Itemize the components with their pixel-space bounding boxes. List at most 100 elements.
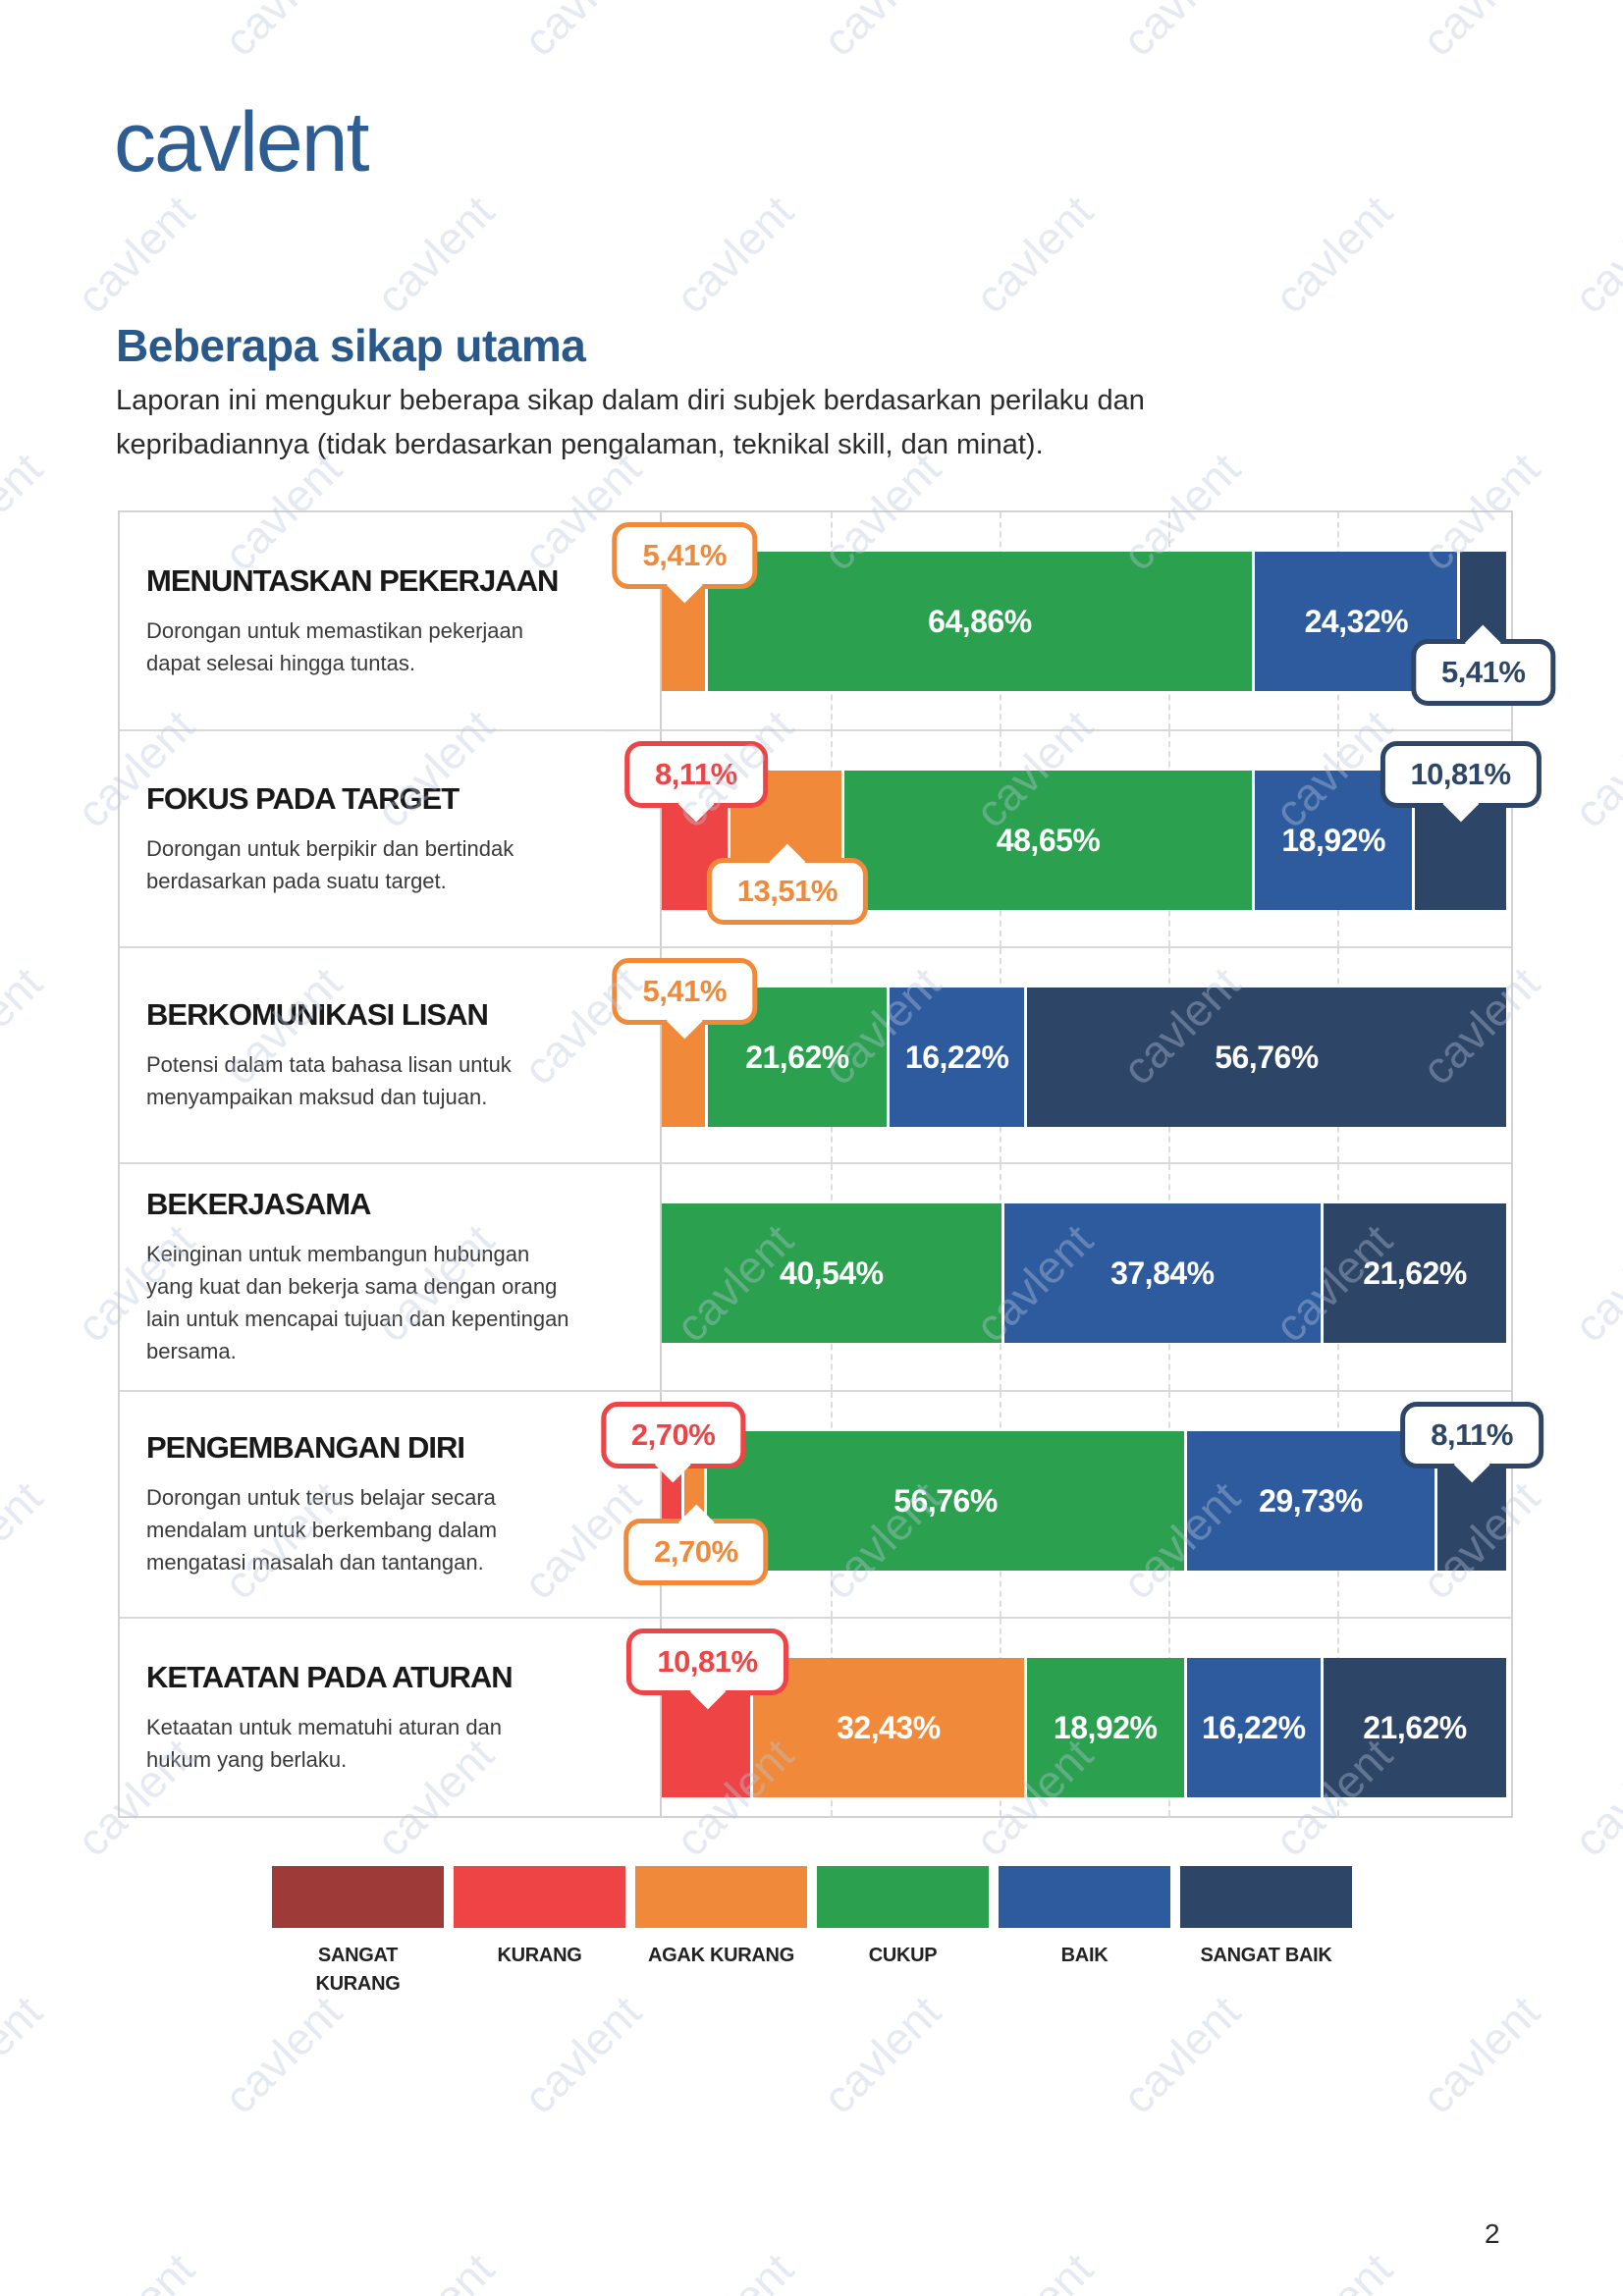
- stacked-bar: 32,43% 18,92% 16,22% 21,62%: [662, 1658, 1506, 1797]
- row-plot: 48,65% 18,92% 8,11% 13,51% 10,81%: [624, 731, 1542, 946]
- bar-segment: 21,62%: [1324, 1658, 1506, 1797]
- watermark-text: cavlent: [1563, 1729, 1623, 1866]
- legend-item: KURANG: [454, 1866, 625, 1999]
- legend-item: SANGAT BAIK: [1180, 1866, 1352, 1999]
- row-plot: 40,54% 37,84% 21,62%: [660, 1164, 1506, 1390]
- page-title: Beberapa sikap utama: [116, 319, 586, 371]
- watermark-text: cavlent: [1563, 700, 1623, 837]
- bar-segment: 64,86%: [707, 552, 1256, 691]
- value-callout: 5,41%: [612, 522, 757, 604]
- row-description: Dorongan untuk berpikir dan bertindak be…: [146, 835, 514, 893]
- watermark-text: cavlent: [0, 1986, 52, 2123]
- value-callout: 5,41%: [612, 958, 757, 1040]
- row-description: Potensi dalam tata bahasa lisan untuk me…: [146, 1052, 512, 1109]
- bar-segment: 16,22%: [890, 988, 1027, 1127]
- callout-value: 8,11%: [655, 757, 737, 791]
- row-description: Keinginan untuk membangun hubungan yang …: [146, 1242, 569, 1363]
- value-callout: 10,81%: [1380, 741, 1542, 823]
- watermark-text: cavlent: [964, 186, 1103, 323]
- bar-segment: 29,73%: [1186, 1431, 1438, 1571]
- row-label: BERKOMUNIKASI LISAN Potensi dalam tata ba…: [120, 948, 616, 1162]
- callout-value: 5,41%: [642, 538, 728, 572]
- legend-item: CUKUP: [817, 1866, 989, 1999]
- stacked-bar: 64,86% 24,32%: [662, 552, 1506, 691]
- stacked-bar: 56,76% 29,73%: [662, 1431, 1506, 1571]
- bar-segment: 56,76%: [707, 1431, 1187, 1571]
- legend-label: KURANG: [497, 1945, 582, 1966]
- row-label: FOKUS PADA TARGET Dorongan untuk berpikir…: [120, 731, 616, 946]
- watermark-text: cavlent: [0, 957, 52, 1095]
- legend-swatch: [454, 1866, 625, 1928]
- row-title: MENUNTASKAN PEKERJAAN: [146, 562, 559, 598]
- legend-label: BAIK: [1060, 1945, 1109, 1966]
- watermark-text: cavlent: [1111, 0, 1250, 67]
- legend-swatch: [999, 1866, 1170, 1928]
- segment-value: 32,43%: [837, 1709, 941, 1745]
- watermark-text: cavlent: [665, 186, 803, 323]
- attitude-row: MENUNTASKAN PEKERJAAN Dorongan untuk mema…: [120, 512, 1556, 729]
- callout-value: 5,41%: [1441, 655, 1526, 689]
- watermark-text: cavlent: [1264, 2242, 1402, 2296]
- legend-label: CUKUP: [868, 1945, 938, 1966]
- watermark-text: cavlent: [1411, 1986, 1549, 2123]
- legend-item: AGAK KURANG: [635, 1866, 807, 1999]
- row-label: KETAATAN PADA ATURAN Ketaatan untuk memat…: [120, 1619, 616, 1816]
- attitude-row: FOKUS PADA TARGET Dorongan untuk berpikir…: [120, 729, 1542, 946]
- value-callout: 13,51%: [706, 843, 868, 925]
- value-callout: 10,81%: [626, 1629, 788, 1710]
- bar-segment: 56,76%: [1026, 988, 1507, 1127]
- segment-value: 16,22%: [904, 1039, 1009, 1075]
- row-description: Ketaatan untuk mematuhi aturan dan hukum…: [146, 1714, 503, 1772]
- legend-swatch: [272, 1866, 444, 1928]
- row-plot: 21,62% 16,22% 56,76% 5,41%: [612, 948, 1507, 1162]
- watermark-text: cavlent: [66, 186, 204, 323]
- segment-value: 37,84%: [1110, 1255, 1215, 1291]
- value-callout: 5,41%: [1411, 624, 1556, 706]
- row-title: PENGEMBANGAN DIRI: [146, 1430, 465, 1465]
- row-title: BEKERJASAMA: [146, 1187, 371, 1221]
- watermark-text: cavlent: [665, 2242, 803, 2296]
- stacked-bar: 21,62% 16,22% 56,76%: [662, 988, 1507, 1127]
- segment-value: 48,65%: [996, 822, 1101, 858]
- watermark-text: cavlent: [0, 0, 52, 67]
- row-description: Dorongan untuk terus belajar secara mend…: [146, 1485, 498, 1575]
- watermark-text: cavlent: [1111, 1986, 1250, 2123]
- legend-swatch: [817, 1866, 989, 1928]
- segment-value: 24,32%: [1304, 603, 1409, 639]
- segment-value: 40,54%: [780, 1255, 884, 1291]
- value-callout: 2,70%: [600, 1402, 746, 1483]
- bar-segment: 32,43%: [752, 1658, 1027, 1797]
- attitude-row: BEKERJASAMA Keinginan untuk membangun hub…: [120, 1162, 1511, 1390]
- bar-segment: 18,92%: [1026, 1658, 1187, 1797]
- value-callout: 8,11%: [624, 741, 768, 823]
- watermark-text: cavlent: [213, 0, 352, 67]
- watermark-text: cavlent: [213, 1986, 352, 2123]
- row-label: BEKERJASAMA Keinginan untuk membangun hub…: [120, 1164, 616, 1390]
- legend-item: SANGAT KURANG: [272, 1866, 444, 1999]
- segment-value: 21,62%: [1363, 1255, 1467, 1291]
- segment-value: 56,76%: [1215, 1039, 1319, 1075]
- legend-label: SANGAT BAIK: [1200, 1945, 1332, 1966]
- bar-segment: 16,22%: [1186, 1658, 1325, 1797]
- row-plot: 64,86% 24,32% 5,41% 5,41%: [612, 512, 1556, 729]
- callout-value: 2,70%: [630, 1417, 716, 1452]
- attitude-row: PENGEMBANGAN DIRI Dorongan untuk terus be…: [120, 1390, 1543, 1617]
- callout-value: 5,41%: [642, 974, 728, 1008]
- watermark-text: cavlent: [365, 186, 504, 323]
- watermark-text: cavlent: [1411, 0, 1549, 67]
- row-plot: 32,43% 18,92% 16,22% 21,62% 10,81%: [626, 1619, 1506, 1816]
- row-title: BERKOMUNIKASI LISAN: [146, 997, 489, 1032]
- bar-segment: 24,32%: [1255, 552, 1461, 691]
- legend-item: BAIK: [999, 1866, 1170, 1999]
- watermark-text: cavlent: [513, 1986, 651, 2123]
- bar-segment: 37,84%: [1003, 1203, 1325, 1343]
- watermark-text: cavlent: [513, 0, 651, 67]
- watermark-text: cavlent: [812, 0, 950, 67]
- value-callout: 8,11%: [1400, 1402, 1543, 1483]
- watermark-text: cavlent: [964, 2242, 1103, 2296]
- bar-segment: 40,54%: [662, 1203, 1004, 1343]
- callout-value: 10,81%: [1410, 757, 1511, 791]
- row-title: FOKUS PADA TARGET: [146, 780, 460, 816]
- watermark-text: cavlent: [1563, 1214, 1623, 1352]
